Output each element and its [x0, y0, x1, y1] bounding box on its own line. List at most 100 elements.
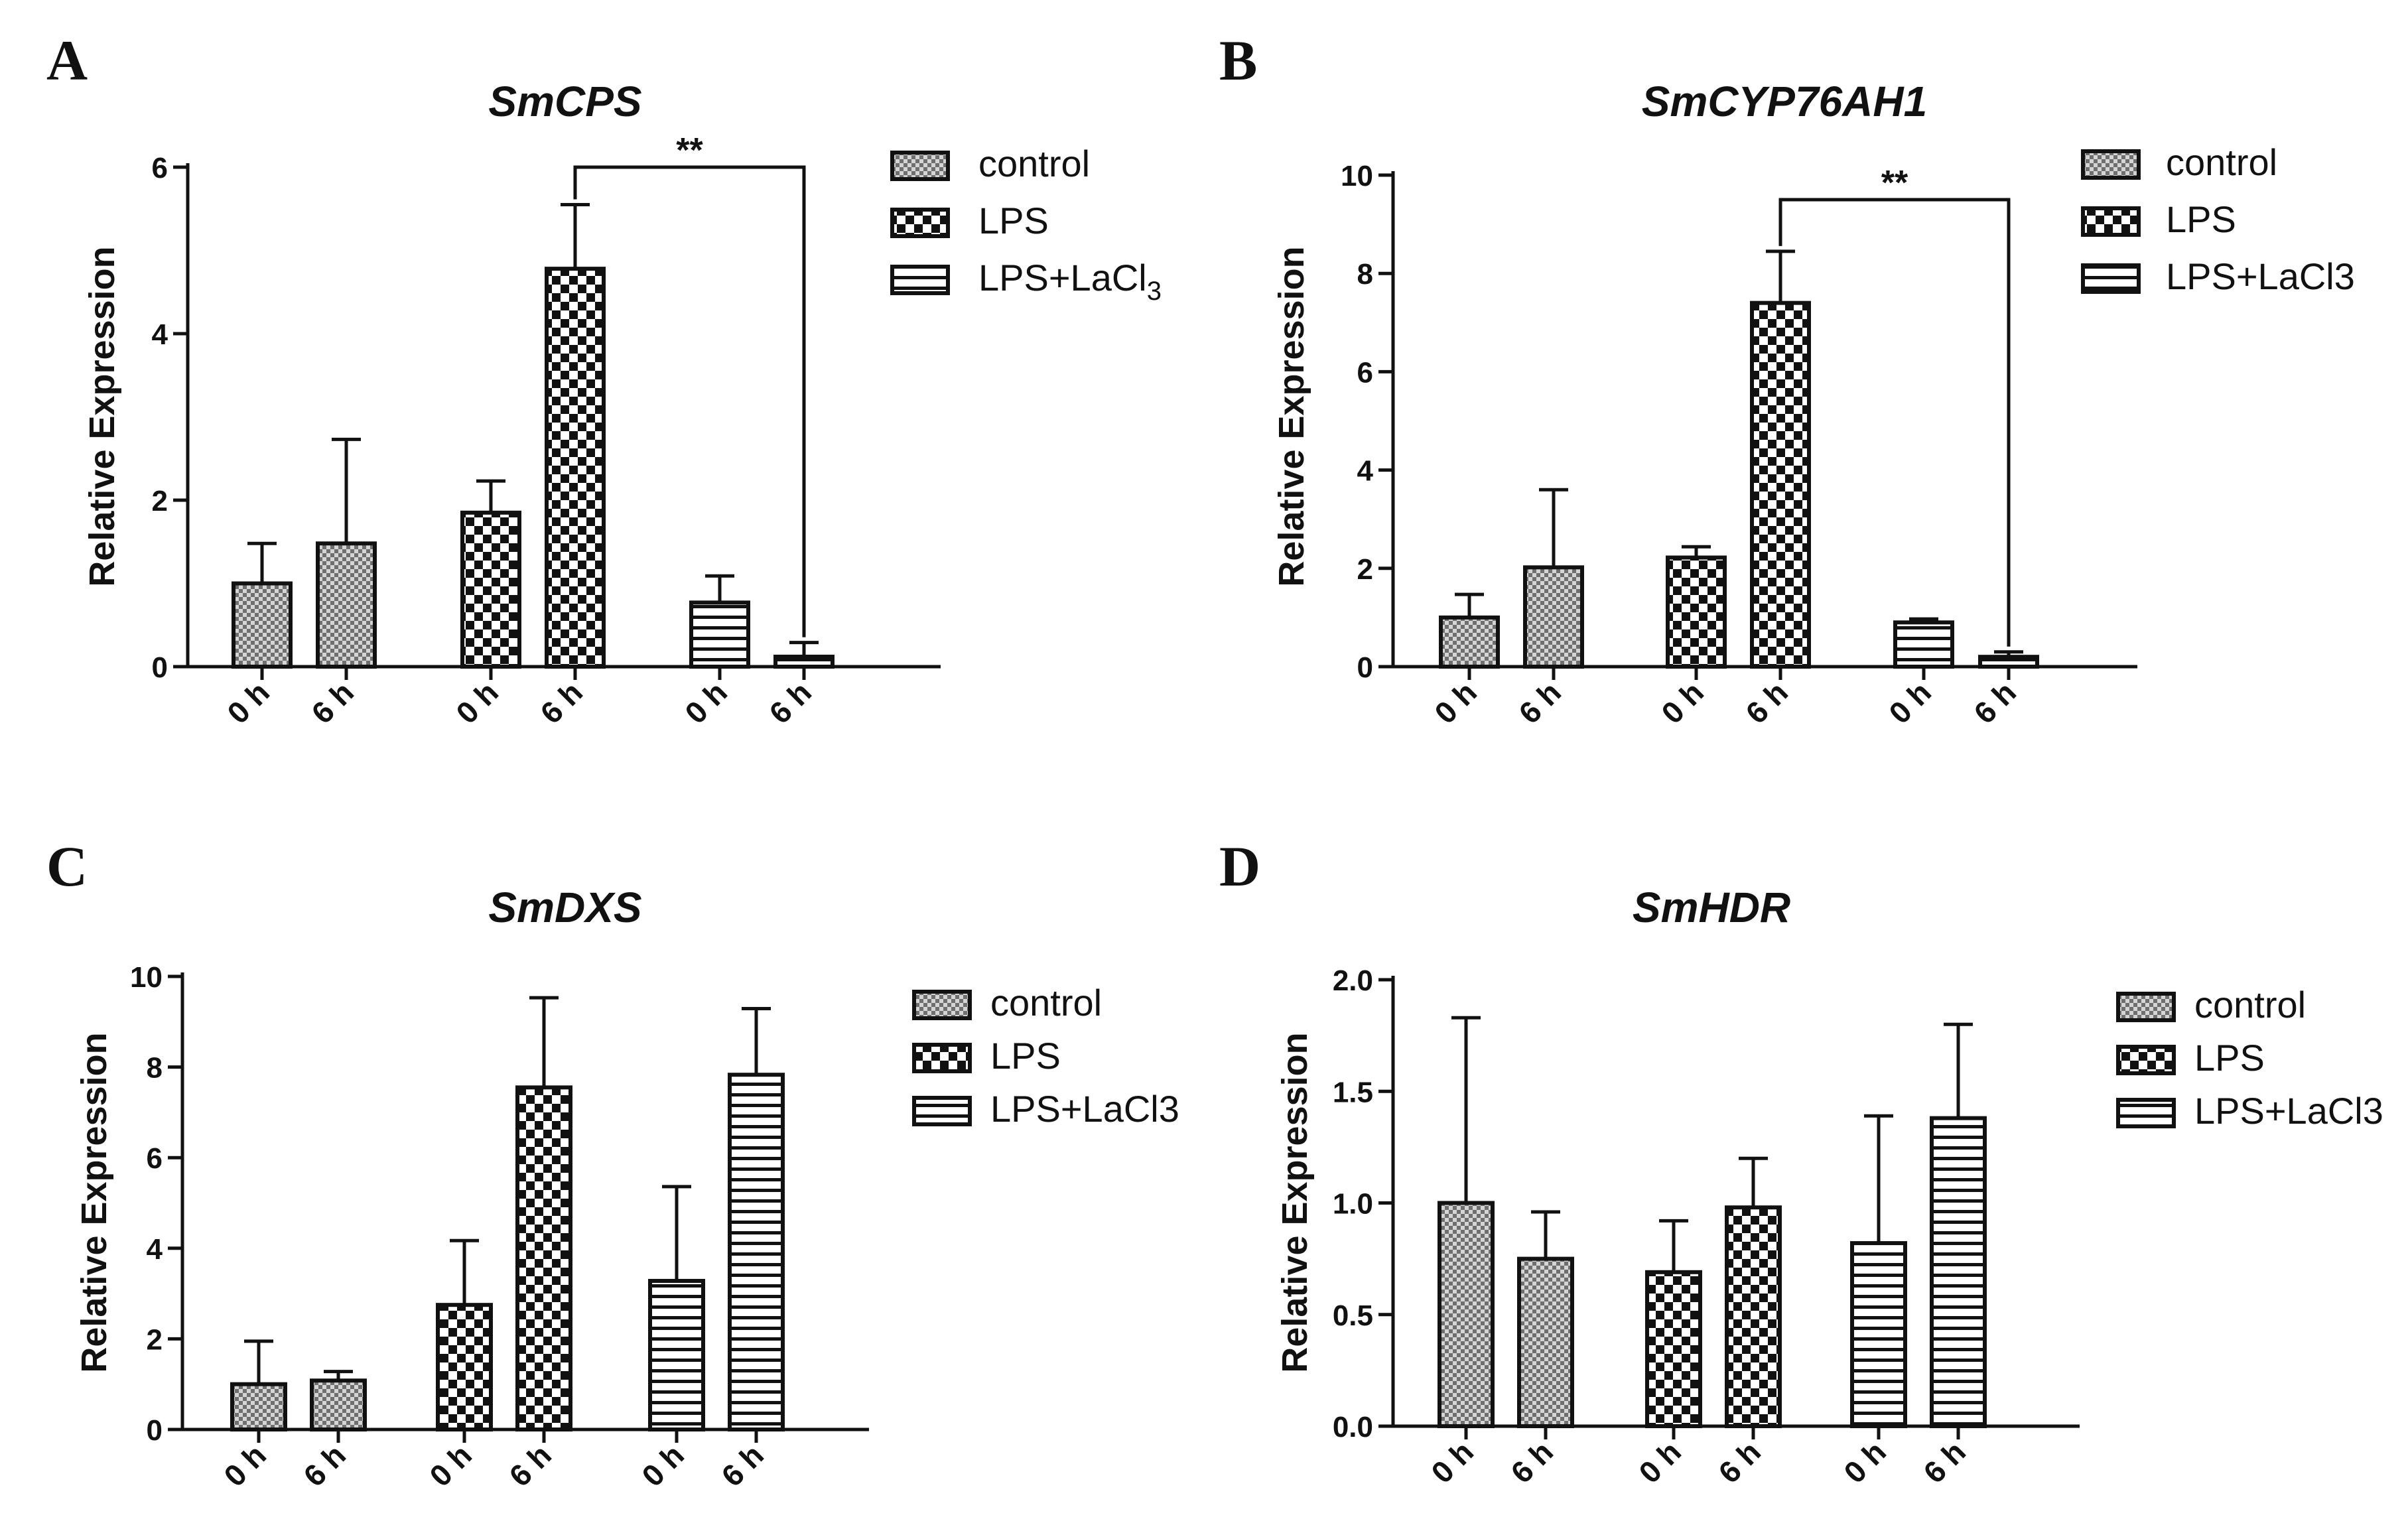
x-tick-label: 0 h	[1424, 1434, 1480, 1490]
legend-label-lacl3: LPS+LaCl3	[2166, 255, 2355, 297]
legend-swatch-control	[2116, 992, 2176, 1022]
x-tick-label: 0 h	[1837, 1434, 1893, 1490]
chart-layer: A SmCPS Relative Expression 0 2 4 6 0 h 6 h 0 h 6 …	[46, 29, 2383, 1493]
x-tick-label: 0 h	[217, 1437, 273, 1493]
y-tick-label: 10	[1341, 160, 1373, 192]
bar-control-0h	[1438, 1201, 1495, 1428]
legend: control LPS LPS+LaCl3	[2081, 141, 2355, 297]
bar-lps-0h	[1645, 1270, 1702, 1428]
bar-control-0h	[232, 581, 293, 669]
x-tick-label: 6 h	[304, 675, 360, 730]
legend-swatch-lacl3	[890, 265, 950, 295]
y-tick-label: 0	[147, 1414, 163, 1447]
x-tick-label: 6 h	[1967, 675, 2023, 730]
legend-swatch-control	[912, 990, 972, 1020]
legend-label-subscript: 3	[1147, 277, 1162, 306]
x-tick-label: 6 h	[1739, 675, 1794, 730]
bar-control-6h	[1517, 1256, 1574, 1428]
y-tick-label: 1.5	[1333, 1076, 1373, 1108]
legend: control LPS LPS+LaCl3	[2116, 984, 2383, 1132]
chart-title: SmCYP76AH1	[1642, 78, 1927, 125]
legend: control LPS LPS+LaCl3	[912, 982, 1179, 1130]
bar-lacl3-6h	[1930, 1116, 1987, 1428]
legend-label-lacl3: LPS+LaCl3	[2194, 1090, 2383, 1132]
panel-d: D SmHDR Relative Expression 0.0 0.5 1.0 1.5 2.0…	[1219, 834, 2383, 1490]
y-tick-label: 2.0	[1333, 964, 1373, 997]
x-tick-label: 0 h	[449, 675, 505, 730]
x-tick-label: 0 h	[1882, 675, 1938, 730]
y-axis-label: Relative Expression	[74, 1032, 114, 1372]
legend-swatch-control	[2081, 149, 2141, 180]
bar-lacl3-0h	[1850, 1241, 1907, 1428]
x-tick-label: 0 h	[220, 675, 276, 730]
x-tick-label: 0 h	[1428, 675, 1483, 730]
legend-label-lps: LPS	[2194, 1037, 2265, 1079]
bar-lps-0h	[436, 1303, 493, 1432]
legend-swatch-lps	[2116, 1045, 2176, 1075]
panel-letter-c: C	[46, 834, 88, 898]
legend: control LPS LPS+LaCl3	[890, 143, 1162, 306]
y-tick-label: 2	[152, 485, 168, 517]
bar-lacl3-6h	[728, 1073, 785, 1432]
panel-letter-a: A	[46, 29, 88, 92]
legend-swatch-lacl3	[2116, 1098, 2176, 1128]
legend-label-control: control	[2166, 141, 2277, 183]
bar-lacl3-0h	[689, 600, 750, 669]
x-tick-label: 6 h	[1512, 675, 1568, 730]
bar-lacl3-6h	[773, 654, 835, 669]
y-tick-label: 1.0	[1333, 1188, 1373, 1221]
legend-swatch-lps	[2081, 206, 2141, 237]
y-tick-label: 4	[1357, 455, 1374, 488]
legend-swatch-lacl3	[2081, 263, 2141, 294]
bar-control-6h	[316, 541, 377, 669]
significance-label: **	[676, 131, 703, 170]
significance-label: **	[1881, 164, 1908, 202]
y-tick-label: 10	[130, 961, 163, 994]
legend-label-control: control	[978, 143, 1090, 184]
legend-label-lps: LPS	[978, 200, 1049, 241]
x-tick-label: 0 h	[678, 675, 734, 730]
bar-control-0h	[1439, 615, 1500, 669]
panel-letter-b: B	[1219, 29, 1257, 92]
bar-control-6h	[310, 1378, 367, 1432]
x-tick-label: 6 h	[714, 1437, 770, 1493]
panel-letter-d: D	[1219, 834, 1260, 898]
bar-lps-6h	[545, 267, 606, 669]
x-tick-label: 6 h	[1504, 1434, 1560, 1490]
chart-title: SmCPS	[488, 78, 642, 125]
chart-title: SmDXS	[488, 884, 642, 931]
y-tick-label: 2	[1357, 553, 1373, 586]
bar-control-0h	[230, 1382, 287, 1431]
legend-label-lacl3: LPS+LaCl3	[990, 1088, 1179, 1130]
panel-b: B SmCYP76AH1 Relative Expression 0 2 4 6 8 10 0 h…	[1219, 29, 2355, 730]
bar-lacl3-0h	[1893, 620, 1954, 669]
y-axis-label: Relative Expression	[1272, 246, 1311, 586]
x-tick-label: 0 h	[635, 1437, 691, 1493]
legend-label-lps: LPS	[990, 1035, 1061, 1077]
bar-lps-0h	[460, 510, 521, 669]
x-tick-label: 6 h	[762, 675, 818, 730]
x-tick-label: 6 h	[502, 1437, 558, 1493]
y-tick-label: 2	[147, 1323, 163, 1356]
y-tick-label: 4	[147, 1233, 163, 1266]
bar-control-6h	[1523, 565, 1584, 669]
y-tick-label: 8	[147, 1052, 163, 1085]
legend-swatch-lps	[912, 1043, 972, 1073]
bar-lacl3-6h	[1978, 655, 2039, 669]
x-tick-label: 6 h	[297, 1437, 352, 1493]
y-tick-label: 6	[1357, 356, 1373, 389]
y-tick-label: 4	[152, 318, 168, 351]
y-tick-label: 0.0	[1333, 1411, 1373, 1443]
y-tick-label: 6	[152, 152, 168, 184]
y-axis-label: Relative Expression	[82, 246, 122, 586]
x-tick-label: 0 h	[1654, 675, 1710, 730]
y-axis-label: Relative Expression	[1275, 1032, 1315, 1372]
bar-lps-6h	[1725, 1205, 1782, 1428]
panel-a: A SmCPS Relative Expression 0 2 4 6 0 h 6 h 0 h 6 …	[46, 29, 1162, 730]
y-tick-label: 0	[1357, 651, 1373, 684]
legend-label-control: control	[990, 982, 1102, 1024]
y-tick-label: 0	[152, 651, 168, 684]
bar-lacl3-0h	[648, 1278, 705, 1431]
legend-label-control: control	[2194, 984, 2306, 1026]
